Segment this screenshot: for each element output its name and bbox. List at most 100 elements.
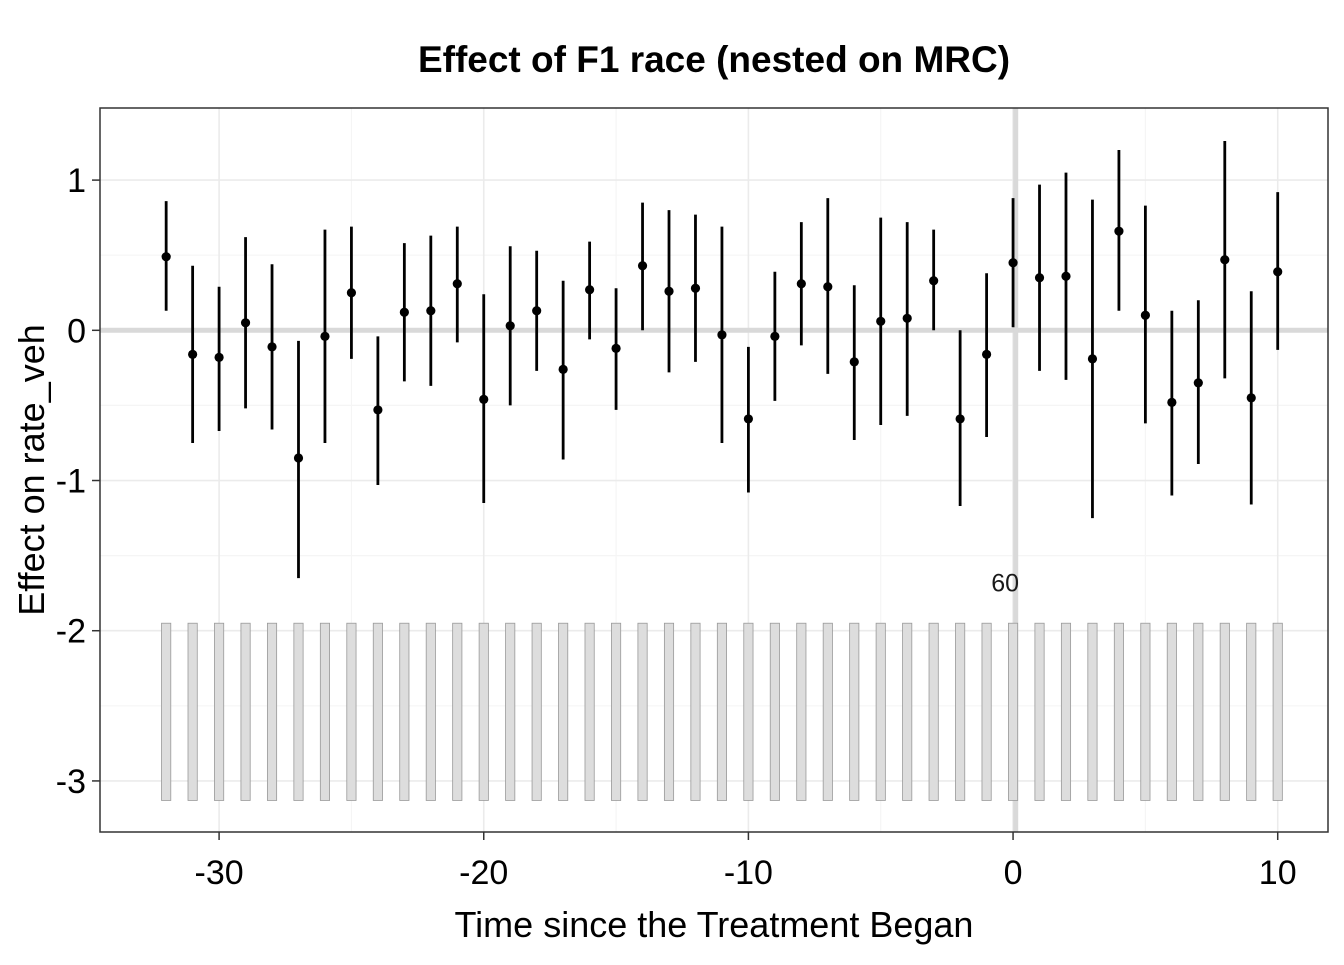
y-tick-label: -3	[56, 763, 86, 801]
estimate-point	[1061, 271, 1071, 281]
y-tick-label: -2	[56, 613, 86, 651]
y-tick-label: -1	[56, 463, 86, 501]
estimate-point	[823, 282, 833, 292]
count-bar	[266, 622, 278, 801]
estimate-point	[1273, 267, 1283, 277]
estimate-point	[770, 331, 780, 341]
estimate-point	[267, 342, 277, 352]
count-bar	[849, 622, 860, 801]
x-tick-label: -30	[195, 854, 244, 892]
count-bar	[558, 622, 569, 801]
count-bar	[1193, 622, 1204, 801]
count-bar	[1140, 622, 1151, 801]
estimate-point	[902, 313, 912, 323]
estimate-point	[1140, 310, 1150, 320]
x-tick-label: -20	[459, 854, 508, 892]
estimate-point	[373, 405, 383, 415]
count-bar	[716, 622, 727, 801]
estimate-point	[637, 261, 648, 271]
estimate-point	[1167, 397, 1177, 408]
count-bar	[1034, 622, 1045, 801]
estimate-point	[585, 285, 595, 295]
estimate-point	[1034, 273, 1045, 283]
estimate-point	[1246, 393, 1256, 403]
count-bar	[875, 622, 886, 801]
count-bar	[611, 622, 622, 801]
count-bar	[478, 622, 489, 801]
count-bar	[1272, 622, 1283, 801]
count-bar	[214, 622, 225, 801]
count-bar	[796, 622, 807, 801]
estimate-point	[161, 252, 171, 262]
estimate-point	[532, 306, 542, 316]
panel-border	[99, 107, 1329, 833]
estimate-point	[690, 283, 701, 293]
estimate-point	[452, 279, 462, 289]
count-bar	[584, 622, 595, 801]
estimate-point	[1220, 255, 1230, 265]
x-axis-label: Time since the Treatment Began	[455, 904, 974, 945]
count-bar	[505, 622, 516, 801]
count-bar	[319, 622, 330, 801]
estimate-point	[399, 307, 409, 317]
count-bar	[1166, 622, 1177, 801]
estimate-point	[1114, 226, 1124, 236]
estimate-point	[505, 321, 515, 331]
estimate-point	[876, 316, 886, 326]
y-axis-label: Effect on rate_veh	[11, 324, 52, 616]
count-bar	[399, 622, 410, 801]
estimate-point	[214, 352, 224, 362]
estimate-point	[611, 343, 621, 353]
estimate-point	[426, 306, 436, 316]
count-bar	[981, 622, 992, 801]
count-bar	[637, 622, 648, 801]
x-tick-label: -10	[724, 854, 773, 892]
count-bar	[1113, 622, 1124, 801]
count-bar	[928, 622, 939, 801]
estimate-point	[479, 394, 489, 405]
count-bar	[955, 622, 966, 801]
estimate-point	[955, 414, 965, 424]
annotation-label: 60	[991, 570, 1019, 598]
estimate-point	[320, 331, 330, 341]
estimate-point	[240, 318, 251, 328]
count-bar	[1246, 622, 1257, 801]
count-bar	[425, 622, 436, 801]
estimate-point	[346, 288, 357, 298]
estimate-point	[981, 349, 992, 359]
count-bar	[1008, 622, 1019, 801]
x-tick-label: 0	[1004, 854, 1023, 892]
count-bar	[531, 622, 542, 801]
count-bar	[452, 622, 463, 801]
count-bar	[240, 622, 251, 801]
count-bar	[663, 622, 675, 801]
count-bar	[1060, 622, 1072, 801]
estimate-point	[743, 414, 754, 424]
estimate-point	[293, 453, 304, 463]
estimate-point	[1193, 378, 1203, 388]
count-bar	[1087, 622, 1098, 801]
count-bar	[1219, 622, 1230, 801]
count-bar	[161, 622, 172, 801]
estimate-point	[849, 357, 859, 367]
y-tick-label: 1	[67, 162, 86, 200]
count-bar	[690, 622, 701, 801]
chart-title: Effect of F1 race (nested on MRC)	[418, 39, 1010, 80]
count-bar	[372, 622, 383, 801]
estimate-point	[1087, 354, 1098, 364]
count-bar	[346, 622, 357, 801]
count-bar	[902, 622, 913, 801]
count-bar	[187, 622, 198, 801]
estimate-point	[664, 286, 674, 296]
estimate-point	[929, 276, 939, 286]
estimate-point	[796, 279, 806, 289]
count-bar	[769, 622, 780, 801]
estimate-point	[558, 364, 568, 374]
count-bar	[743, 622, 754, 801]
count-bar	[822, 622, 833, 801]
estimate-point	[188, 349, 198, 359]
estimate-point	[1008, 258, 1018, 268]
x-tick-label: 10	[1259, 854, 1297, 892]
